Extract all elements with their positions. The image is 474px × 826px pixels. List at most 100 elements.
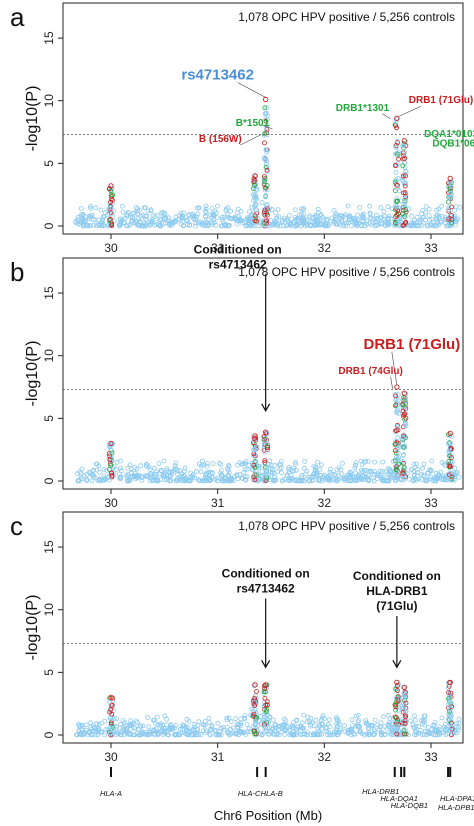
peak-top-point: [447, 679, 453, 686]
peak-point: [262, 131, 268, 137]
conditioned-label: Conditioned on: [353, 569, 441, 583]
snp-point: [378, 221, 384, 227]
peak-point: [401, 728, 407, 733]
peak-point: [394, 464, 400, 470]
peak-point: [109, 223, 115, 228]
snp-point: [92, 217, 98, 223]
snp-point: [204, 460, 210, 466]
snp-point: [433, 223, 439, 229]
snp-point: [438, 469, 444, 475]
snp-point: [435, 732, 441, 738]
snp-point: [259, 732, 265, 737]
peak-point: [402, 190, 408, 196]
peak-point: [264, 165, 270, 171]
snp-point: [324, 477, 330, 483]
snp-point: [219, 217, 225, 222]
peak-point: [261, 683, 267, 689]
peak-point: [446, 716, 451, 722]
snp-point: [327, 732, 333, 738]
snp-point: [316, 722, 322, 728]
peak-point: [264, 218, 270, 224]
peak-point: [402, 156, 407, 161]
snp-point: [363, 458, 369, 464]
snp-point: [97, 469, 102, 475]
snp-point: [382, 731, 388, 737]
snp-point: [444, 223, 450, 229]
snp-point: [204, 463, 210, 469]
snp-point: [439, 214, 445, 220]
snp-point: [309, 720, 315, 726]
peak-point: [395, 392, 401, 398]
snp-point: [162, 473, 168, 479]
annotation-leader: [382, 113, 391, 120]
snp-point: [434, 217, 440, 223]
snp-point: [92, 726, 97, 731]
peak-point: [262, 105, 268, 111]
peak-point: [396, 156, 401, 162]
peak-point: [261, 220, 267, 226]
peak-point: [265, 443, 270, 449]
snp-point: [171, 219, 177, 225]
snp-point: [96, 477, 102, 483]
snp-point: [135, 730, 141, 736]
peak-point: [447, 714, 453, 719]
snp-point: [414, 220, 420, 225]
snp-point: [151, 222, 157, 228]
snp-point: [291, 465, 296, 471]
snp-point: [186, 719, 192, 724]
snp-point: [88, 203, 93, 209]
snp-point: [203, 730, 209, 735]
snp-point: [411, 473, 417, 479]
snp-point: [196, 461, 202, 467]
snp-point: [79, 466, 85, 472]
peak-point: [393, 715, 399, 721]
peak-point: [262, 175, 268, 181]
annotation-leader: [391, 351, 398, 386]
snp-point: [203, 208, 209, 214]
snp-point: [118, 476, 123, 482]
snp-point: [410, 724, 416, 730]
snp-point: [151, 465, 157, 471]
snp-point: [207, 731, 213, 737]
snp-point: [293, 459, 298, 465]
snp-point: [331, 471, 337, 477]
peak-point: [448, 184, 454, 190]
peak-point: [400, 402, 406, 408]
peak-point: [108, 731, 114, 737]
peak-point: [107, 699, 113, 705]
peak-point: [446, 448, 452, 454]
snp-point: [244, 466, 250, 472]
peak-point: [403, 708, 409, 714]
peak-top-point: [401, 390, 407, 396]
snp-point: [87, 730, 92, 736]
snp-point: [386, 213, 392, 219]
peak-point: [401, 412, 407, 418]
snp-point: [196, 478, 202, 484]
peak-point: [400, 211, 406, 217]
peak-point: [400, 470, 406, 476]
snp-point: [374, 222, 380, 228]
snp-point: [436, 727, 442, 732]
peak-top-point: [108, 694, 114, 701]
snp-point: [94, 467, 100, 473]
gene-mark: [256, 767, 259, 777]
snp-point: [301, 465, 307, 471]
peak-point: [253, 218, 259, 224]
snp-point: [239, 729, 245, 735]
peak-point: [401, 475, 407, 481]
peak-point: [395, 435, 401, 441]
snp-point: [225, 214, 231, 220]
snp-point: [158, 721, 164, 727]
snp-point: [182, 465, 188, 471]
snp-point: [312, 214, 318, 220]
snp-point: [342, 214, 348, 220]
snp-point: [120, 209, 126, 215]
snp-point: [235, 206, 241, 212]
peak-point: [252, 446, 258, 452]
snp-point: [167, 220, 173, 226]
plot-frame: [62, 2, 464, 235]
peak-point: [402, 149, 408, 155]
snp-point: [88, 205, 93, 211]
snp-point: [167, 222, 172, 228]
snp-point: [271, 221, 277, 226]
